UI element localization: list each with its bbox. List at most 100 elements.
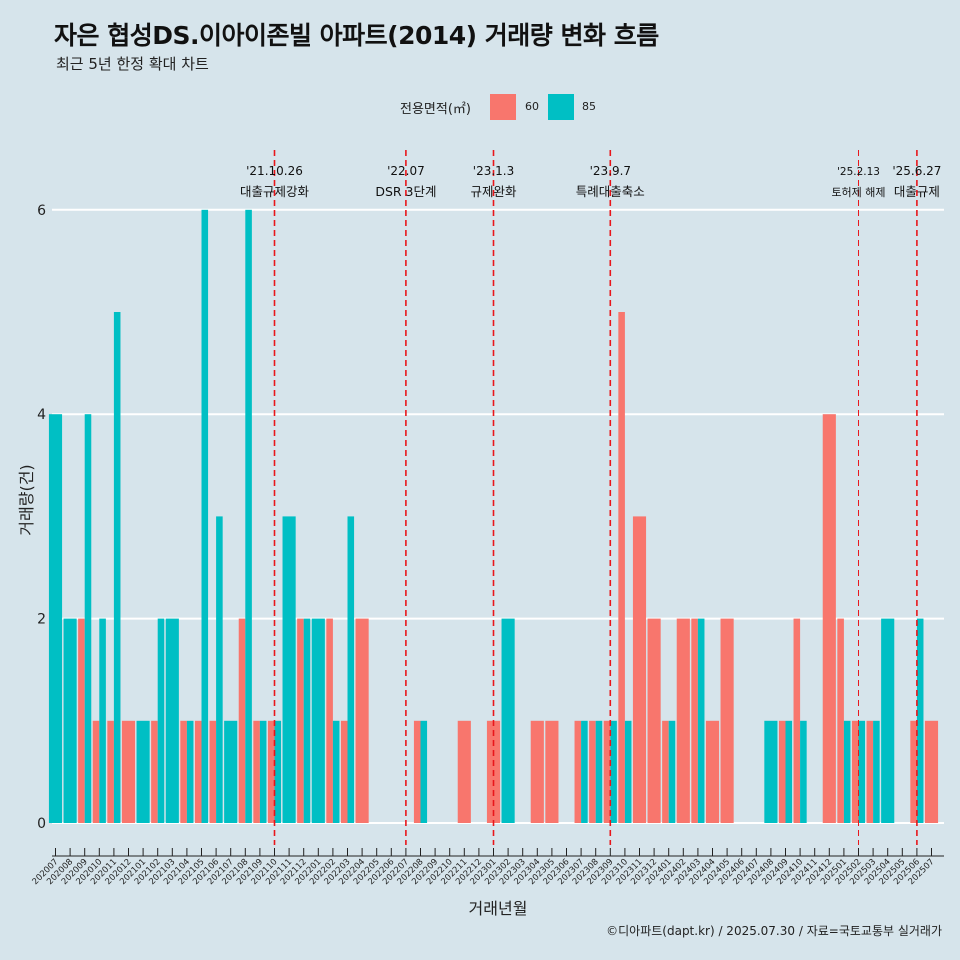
bar-85-202506: [916, 618, 924, 823]
source-caption: ©디아파트(dapt.kr) / 2025.07.30 / 자료=국토교통부 실…: [606, 924, 942, 938]
bar-60-202009: [78, 618, 85, 823]
chart-title: 자은 협성DS.이아이존빌 아파트(2014) 거래량 변화 흐름: [54, 21, 659, 50]
event-date-label: '25.2.13: [837, 166, 880, 178]
event-date-label: '21.10.26: [246, 164, 303, 178]
bar-60-202202: [326, 618, 333, 823]
y-tick-label: 4: [37, 407, 46, 423]
event-name-label: 토허제 해제: [831, 185, 885, 199]
bar-85-202109: [259, 720, 267, 823]
bar-85-202111: [282, 516, 296, 823]
bar-60-202507: [924, 720, 939, 823]
event-name-label: 특례대출축소: [576, 184, 645, 199]
bar-60-202208: [413, 720, 421, 823]
bar-60-202309: [603, 720, 611, 823]
bar-85-202310: [624, 720, 632, 823]
bar-60-202305: [545, 720, 559, 823]
bar-85-202105: [201, 209, 209, 824]
bar-85-202403: [697, 618, 705, 823]
event-date-label: '22.07: [387, 164, 425, 178]
bar-60-202304: [530, 720, 544, 823]
bar-60-202102: [151, 720, 158, 823]
event-date-label: '23.1.3: [473, 164, 514, 178]
bar-60-202211: [457, 720, 471, 823]
bar-85-202502: [858, 720, 866, 823]
bar-85-202208: [420, 720, 428, 823]
bar-60-202203: [340, 720, 348, 823]
x-axis-title: 거래년월: [469, 899, 528, 918]
bar-60-202104: [180, 720, 187, 823]
bar-85-202309: [610, 720, 617, 823]
bar-85-202008: [63, 618, 77, 823]
bar-85-202201: [311, 618, 325, 823]
bar-85-202307: [581, 720, 588, 823]
bar-85-202010: [99, 618, 106, 823]
bar-60-202312: [647, 618, 661, 823]
legend-title: 전용면적(㎡): [400, 102, 471, 117]
bar-85-202504: [881, 618, 895, 823]
bar-60-202112: [297, 618, 304, 823]
y-tick-label: 6: [37, 203, 46, 219]
bar-85-202308: [595, 720, 603, 823]
bar-85-202011: [113, 312, 121, 823]
bar-60-202105: [194, 720, 202, 823]
legend-swatch-60: [490, 94, 516, 120]
bar-60-202204: [355, 618, 369, 823]
event-name-label: 규제완화: [470, 184, 517, 199]
bar-85-202112: [303, 618, 311, 823]
bar-60-202409: [778, 720, 786, 823]
bar-85-202202: [332, 720, 340, 823]
y-tick-label: 0: [37, 816, 46, 832]
event-name-label: 대출규제: [894, 184, 940, 199]
bar-85-202410: [800, 720, 807, 823]
bar-60-202011: [107, 720, 114, 823]
legend: 전용면적(㎡) 60 85: [0, 94, 960, 120]
bar-85-202107: [224, 720, 238, 823]
bar-60-202410: [793, 618, 801, 823]
legend-label-85: 85: [582, 100, 596, 113]
bar-85-202401: [668, 720, 676, 823]
bar-85-202302: [501, 618, 515, 823]
bar-85-202104: [186, 720, 194, 823]
bar-60-202501: [837, 618, 844, 823]
event-name-label: DSR 3단계: [375, 184, 436, 199]
bar-60-202311: [632, 516, 647, 823]
bar-60-202401: [662, 720, 669, 823]
bar-60-202308: [589, 720, 596, 823]
bar-85-202101: [136, 720, 150, 823]
bar-60-202403: [691, 618, 698, 823]
bar-60-202402: [676, 618, 690, 823]
bar-60-202106: [209, 720, 217, 823]
bar-85-202108: [245, 209, 252, 824]
event-date-label: '23.9.7: [590, 164, 631, 178]
bar-85-202103: [165, 618, 179, 823]
bar-85-202009: [84, 414, 92, 823]
bar-85-202102: [157, 618, 165, 823]
bar-85-202203: [347, 516, 355, 823]
bar-60-202110: [267, 720, 275, 823]
bar-60-202503: [866, 720, 874, 823]
chart-subtitle: 최근 5년 한정 확대 차트: [56, 55, 209, 73]
bar-60-202310: [618, 312, 625, 823]
bar-60-202109: [253, 720, 260, 823]
legend-swatch-85: [548, 94, 574, 120]
bar-60-202010: [92, 720, 100, 823]
bar-60-202012: [121, 720, 136, 823]
bar-85-202110: [274, 720, 282, 823]
bar-85-202408: [764, 720, 778, 823]
legend-label-60: 60: [525, 100, 539, 113]
bar-85-202007: [48, 414, 63, 823]
bar-60-202412: [822, 414, 836, 823]
bar-60-202502: [851, 720, 859, 823]
bar-60-202506: [910, 720, 917, 823]
y-tick-label: 2: [37, 612, 46, 628]
bar-60-202405: [720, 618, 734, 823]
bar-85-202409: [785, 720, 793, 823]
bar-85-202501: [843, 720, 851, 823]
event-name-label: 대출규제강화: [240, 184, 310, 199]
event-date-label: '25.6.27: [892, 164, 941, 178]
y-axis-title: 거래량(건): [17, 464, 36, 535]
bar-60-202307: [574, 720, 582, 823]
bar-85-202106: [216, 516, 223, 823]
bar-60-202404: [705, 720, 720, 823]
